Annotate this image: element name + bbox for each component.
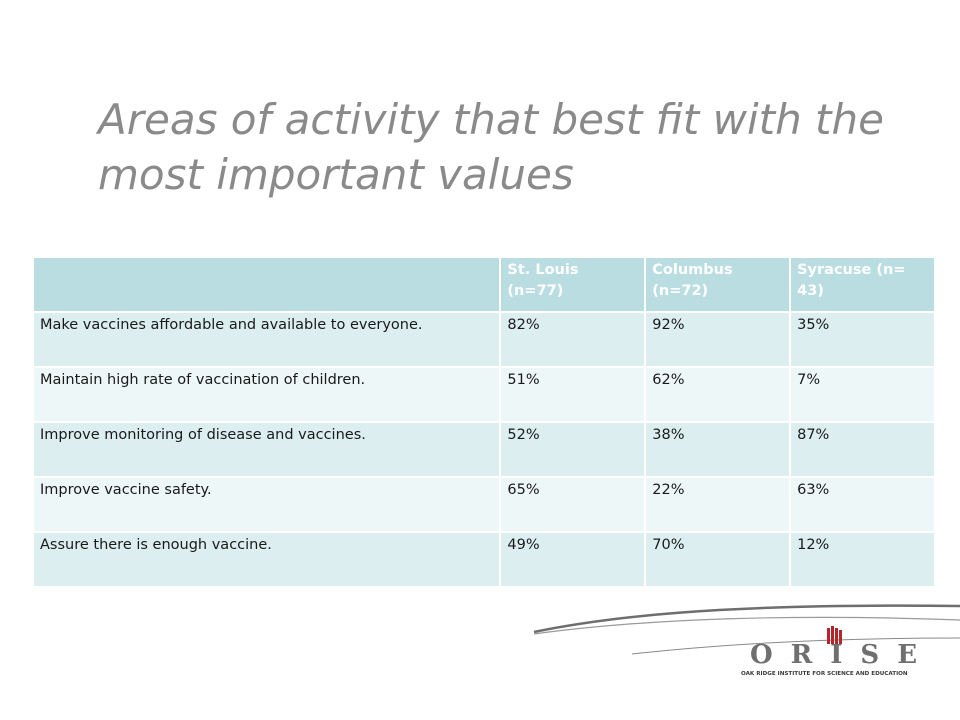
table-row: Improve vaccine safety. 65% 22% 63% xyxy=(31,476,936,533)
header-columbus: Columbus (n=72) xyxy=(644,256,792,313)
table-header-row: St. Louis (n=77) Columbus (n=72) Syracus… xyxy=(31,256,936,313)
header-activity xyxy=(31,256,502,313)
table-row: Maintain high rate of vaccination of chi… xyxy=(31,366,936,423)
header-syracuse: Syracuse (n= 43) xyxy=(789,256,936,313)
flame-icon xyxy=(827,626,842,644)
activity-cell: Assure there is enough vaccine. xyxy=(31,531,502,588)
columbus-cell: 38% xyxy=(644,421,792,478)
columbus-cell: 92% xyxy=(644,311,792,368)
table-row: Make vaccines affordable and available t… xyxy=(31,311,936,368)
logo-tagline: OAK RIDGE INSTITUTE FOR SCIENCE AND EDUC… xyxy=(741,671,908,677)
st-louis-cell: 49% xyxy=(499,531,647,588)
st-louis-cell: 51% xyxy=(499,366,647,423)
slide-title: Areas of activity that best fit with the… xyxy=(98,95,884,199)
syracuse-cell: 87% xyxy=(789,421,936,478)
syracuse-cell: 12% xyxy=(789,531,936,588)
activity-cell: Maintain high rate of vaccination of chi… xyxy=(31,366,502,423)
table-row: Assure there is enough vaccine. 49% 70% … xyxy=(31,531,936,588)
columbus-cell: 70% xyxy=(644,531,792,588)
activity-cell: Improve vaccine safety. xyxy=(31,476,502,533)
st-louis-cell: 82% xyxy=(499,311,647,368)
syracuse-cell: 7% xyxy=(789,366,936,423)
syracuse-cell: 35% xyxy=(789,311,936,368)
table-row: Improve monitoring of disease and vaccin… xyxy=(31,421,936,478)
columbus-cell: 62% xyxy=(644,366,792,423)
results-table: St. Louis (n=77) Columbus (n=72) Syracus… xyxy=(31,256,936,588)
activity-cell: Make vaccines affordable and available t… xyxy=(31,311,502,368)
st-louis-cell: 52% xyxy=(499,421,647,478)
header-st-louis: St. Louis (n=77) xyxy=(499,256,647,313)
activity-cell: Improve monitoring of disease and vaccin… xyxy=(31,421,502,478)
orise-logo-swoosh xyxy=(533,604,960,655)
columbus-cell: 22% xyxy=(644,476,792,533)
logo-wordmark: ORISE xyxy=(750,640,936,670)
syracuse-cell: 63% xyxy=(789,476,936,533)
st-louis-cell: 65% xyxy=(499,476,647,533)
